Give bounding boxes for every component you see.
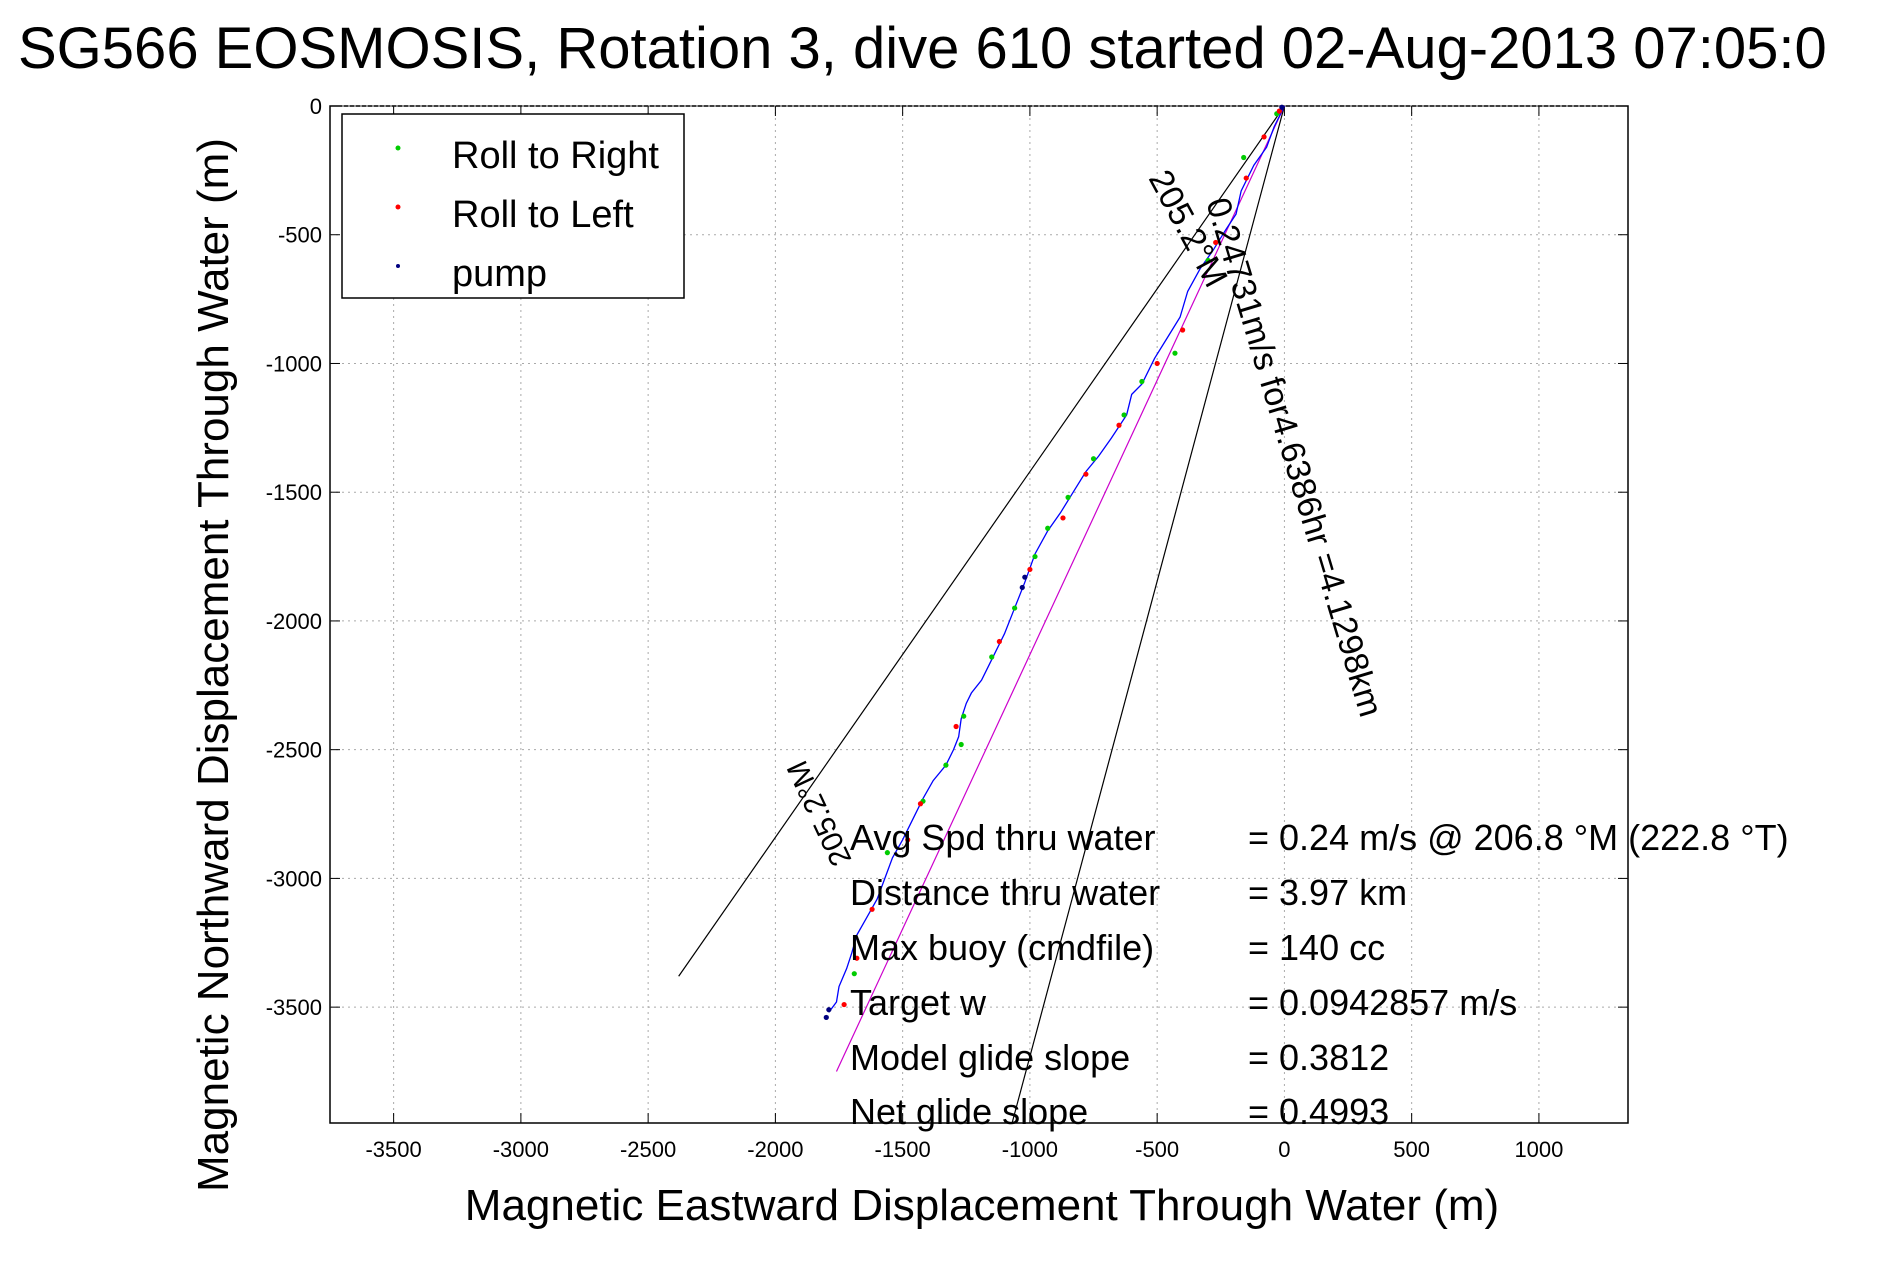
reference-line <box>835 105 1285 1072</box>
stat-value: = 0.3812 <box>1248 1037 1389 1078</box>
point-roll-to-left <box>1116 422 1122 428</box>
point-roll-to-right <box>1032 553 1038 560</box>
y-tick-label: -1000 <box>266 351 322 376</box>
x-axis-label: Magnetic Eastward Displacement Through W… <box>465 1181 1499 1230</box>
point-roll-to-left <box>1180 327 1186 333</box>
legend-marker-pump <box>396 264 400 268</box>
stats-block: Avg Spd thru water = 0.24 m/s @ 206.8 °M… <box>850 817 1789 1132</box>
point-roll-to-left <box>854 955 860 961</box>
point-roll-to-left <box>1276 108 1282 114</box>
point-roll-to-left <box>1154 360 1160 367</box>
point-pump <box>826 1007 832 1013</box>
y-tick-label: -3500 <box>266 995 322 1020</box>
point-roll-to-right <box>943 762 949 768</box>
y-tick-label: -500 <box>278 223 322 248</box>
point-roll-to-left <box>1243 175 1249 181</box>
y-tick-label: -3000 <box>266 866 322 891</box>
point-roll-to-right <box>958 741 964 748</box>
point-roll-to-right <box>1139 378 1145 385</box>
x-tick-label: -2000 <box>747 1137 803 1162</box>
point-roll-to-left <box>1083 471 1089 477</box>
point-roll-to-right <box>1012 605 1018 611</box>
point-roll-to-left <box>1261 134 1267 140</box>
legend: Roll to Right Roll to Left pump <box>341 113 685 299</box>
y-tick-label: -2500 <box>266 738 322 763</box>
y-ticks: 0 -500 -1000 -1500 -2000 -2500 -3000 -3500 <box>266 94 1628 1020</box>
legend-marker-roll-right <box>395 145 401 151</box>
point-roll-to-right <box>1205 257 1211 264</box>
x-tick-label: 0 <box>1278 1137 1290 1162</box>
track-line <box>828 105 1285 1013</box>
x-tick-label: 1000 <box>1514 1137 1563 1162</box>
point-roll-to-right <box>989 654 995 660</box>
point-roll-to-left <box>905 837 911 843</box>
reference-line <box>1011 105 1285 1124</box>
point-roll-to-right <box>961 713 967 719</box>
grid <box>330 105 1628 1123</box>
x-tick-label: -3000 <box>493 1137 549 1162</box>
stat-value: = 0.24 m/s @ 206.8 °M (222.8 °T) <box>1248 817 1789 858</box>
legend-marker-roll-left <box>395 204 401 210</box>
chart-title: SG566 EOSMOSIS, Rotation 3, dive 610 sta… <box>18 16 1827 81</box>
y-axis-label: Magnetic Northward Displacement Through … <box>189 138 238 1192</box>
reference-lines <box>678 105 1285 1124</box>
stat-label: Net glide slope <box>850 1091 1088 1132</box>
point-roll-to-left <box>917 801 924 807</box>
legend-label: Roll to Right <box>452 135 659 177</box>
point-pump <box>823 1014 829 1021</box>
point-roll-to-left <box>841 1001 847 1008</box>
x-tick-label: -1000 <box>1002 1137 1058 1162</box>
point-roll-to-right <box>884 850 890 856</box>
legend-label: pump <box>452 253 547 295</box>
point-roll-to-right <box>1172 350 1178 356</box>
series <box>823 104 1285 1021</box>
point-roll-to-right <box>1241 154 1247 161</box>
point-roll-to-left <box>996 638 1002 645</box>
point-roll-to-left <box>953 723 959 730</box>
point-roll-to-right <box>1065 494 1071 500</box>
y-tick-label: -1500 <box>266 480 322 505</box>
point-pump <box>1022 574 1028 580</box>
point-roll-to-right <box>1121 412 1127 418</box>
x-tick-label: -2500 <box>620 1137 676 1162</box>
reference-line <box>678 105 1285 977</box>
stat-label: Avg Spd thru water <box>850 817 1156 858</box>
x-tick-label: -1500 <box>875 1137 931 1162</box>
point-roll-to-right <box>851 971 857 977</box>
stat-label: Max buoy (cmdfile) <box>850 927 1154 968</box>
legend-label: Roll to Left <box>452 194 634 236</box>
stat-label: Distance thru water <box>850 872 1160 913</box>
stat-value: = 3.97 km <box>1248 872 1407 913</box>
x-tick-label: 500 <box>1393 1137 1430 1162</box>
point-roll-to-left <box>869 906 875 912</box>
rate-annotation: 0.24731m/s for4.6386hr =4.1298km <box>1198 193 1389 721</box>
stat-value: = 0.0942857 m/s <box>1248 982 1517 1023</box>
x-tick-label: -3500 <box>365 1137 421 1162</box>
point-roll-to-left <box>1060 515 1066 521</box>
point-roll-to-right <box>1045 525 1051 531</box>
stat-label: Target w <box>850 982 987 1023</box>
point-pump <box>1019 584 1025 591</box>
y-tick-label: -2000 <box>266 609 322 634</box>
stat-value: = 0.4993 <box>1248 1091 1389 1132</box>
point-roll-to-left <box>1027 566 1033 573</box>
stat-value: = 140 cc <box>1248 927 1385 968</box>
point-pump <box>1279 104 1285 110</box>
point-roll-to-right <box>1090 456 1097 462</box>
stat-label: Model glide slope <box>850 1037 1130 1078</box>
y-tick-label: 0 <box>310 94 322 119</box>
point-roll-to-left <box>1213 239 1219 246</box>
x-tick-label: -500 <box>1135 1137 1179 1162</box>
